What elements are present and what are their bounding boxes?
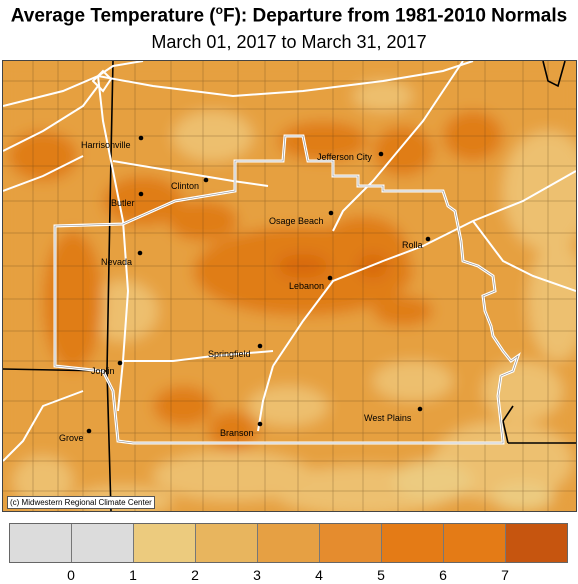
svg-text:West Plains: West Plains	[364, 413, 412, 423]
city-jefferson-city: Jefferson City	[317, 151, 384, 162]
city-osage-beach: Osage Beach	[269, 210, 334, 226]
legend-label-2: 2	[191, 567, 199, 583]
forecast-area-boundary	[53, 134, 521, 445]
svg-text:Nevada: Nevada	[101, 257, 132, 267]
legend-swatch	[10, 524, 72, 562]
svg-text:Joplin: Joplin	[91, 366, 115, 376]
page-subtitle: March 01, 2017 to March 31, 2017	[151, 32, 427, 52]
legend-label-7: 7	[501, 567, 509, 583]
legend-swatch	[196, 524, 258, 562]
legend-label-6: 6	[439, 567, 447, 583]
city-grove: Grove	[59, 428, 92, 443]
legend-label-3: 3	[253, 567, 261, 583]
city-west-plains: West Plains	[364, 406, 423, 423]
svg-text:Osage Beach: Osage Beach	[269, 216, 324, 226]
legend-swatch	[258, 524, 320, 562]
county-borders	[3, 61, 576, 511]
temperature-map: Harrisonville Jefferson City Clinton But…	[2, 60, 577, 512]
page-title: Average Temperature (oF): Departure from…	[10, 3, 568, 27]
city-rolla: Rolla	[402, 236, 431, 250]
city-springfield: Springfield	[208, 343, 263, 359]
legend-swatch	[506, 524, 567, 562]
legend-swatch	[382, 524, 444, 562]
legend-swatch	[72, 524, 134, 562]
legend-swatch	[320, 524, 382, 562]
svg-text:Branson: Branson	[220, 428, 254, 438]
svg-text:Lebanon: Lebanon	[289, 281, 324, 291]
city-clinton: Clinton	[171, 177, 209, 191]
legend-label-4: 4	[315, 567, 323, 583]
city-nevada: Nevada	[101, 250, 143, 267]
credit-label: (c) Midwestern Regional Climate Center	[7, 496, 155, 509]
city-branson: Branson	[220, 421, 263, 438]
city-butler: Butler	[111, 191, 144, 208]
legend-swatch	[444, 524, 506, 562]
city-lebanon: Lebanon	[289, 275, 333, 291]
legend-swatch	[134, 524, 196, 562]
legend-colorbar	[9, 523, 568, 563]
svg-text:Harrisonville: Harrisonville	[81, 140, 131, 150]
city-harrisonville: Harrisonville	[81, 135, 144, 150]
svg-text:Rolla: Rolla	[402, 240, 423, 250]
svg-text:Butler: Butler	[111, 198, 135, 208]
legend-label-0: 0	[67, 567, 75, 583]
highways	[3, 61, 576, 462]
svg-text:Jefferson City: Jefferson City	[317, 152, 372, 162]
city-markers: Harrisonville Jefferson City Clinton But…	[59, 135, 431, 443]
legend-label-5: 5	[377, 567, 385, 583]
svg-text:Springfield: Springfield	[208, 349, 251, 359]
svg-text:Grove: Grove	[59, 433, 84, 443]
svg-text:Clinton: Clinton	[171, 181, 199, 191]
map-canvas: Harrisonville Jefferson City Clinton But…	[3, 61, 576, 511]
city-joplin: Joplin	[91, 360, 123, 376]
legend-label-1: 1	[129, 567, 137, 583]
